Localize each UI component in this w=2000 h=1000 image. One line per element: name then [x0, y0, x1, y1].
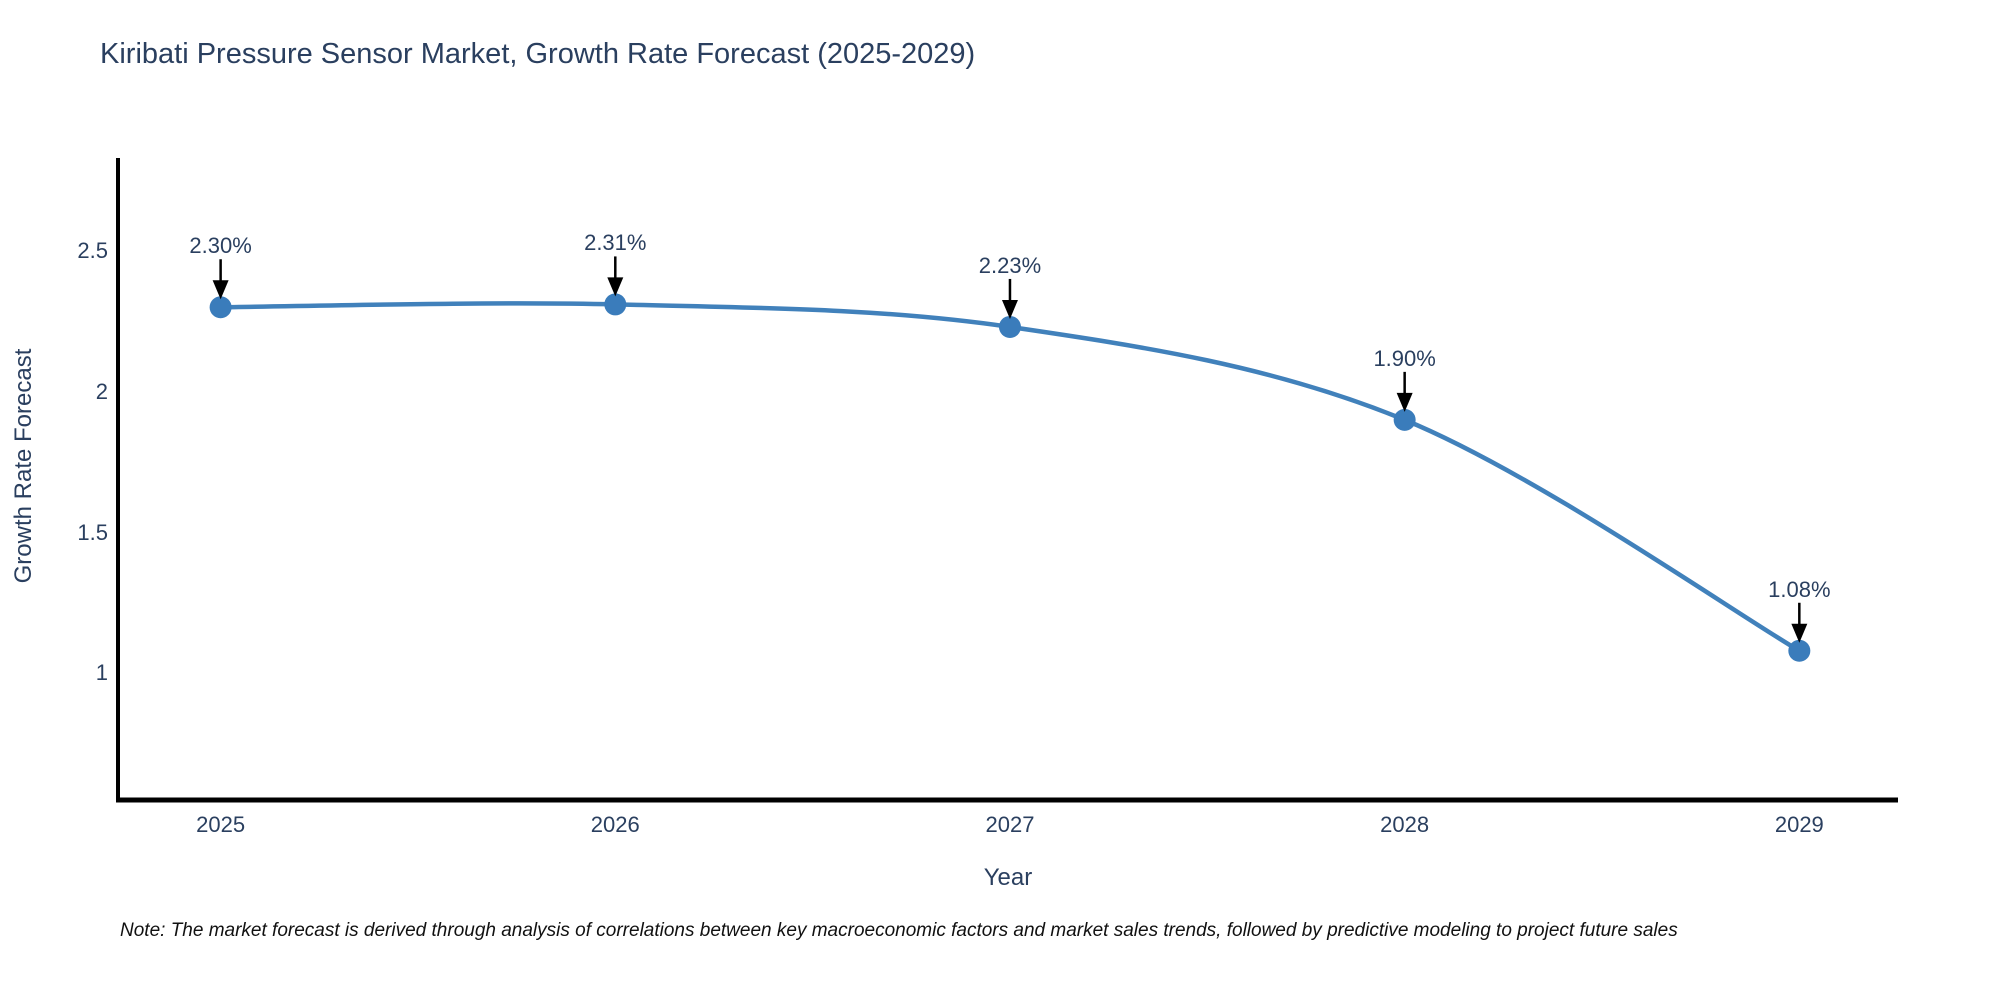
chart-title: Kiribati Pressure Sensor Market, Growth …	[100, 38, 976, 70]
data-point-label: 1.08%	[1768, 576, 1831, 602]
data-point-marker	[604, 293, 627, 316]
annotation-arrow-head	[1791, 623, 1808, 643]
y-tick-label: 2	[95, 378, 108, 404]
annotation-arrow-head	[212, 280, 229, 300]
y-tick-label: 1.5	[77, 519, 108, 545]
x-tick-label: 2028	[1380, 812, 1430, 837]
x-tick-label: 2026	[590, 812, 640, 837]
data-point-label: 2.30%	[189, 233, 252, 259]
data-point-marker	[1788, 639, 1811, 662]
annotation-arrow-head	[1001, 299, 1018, 319]
y-tick-label: 1	[95, 660, 108, 686]
x-axis-title: Year	[983, 864, 1033, 891]
forecast-line	[220, 301, 1801, 653]
data-point-label: 2.31%	[584, 230, 647, 256]
y-axis-title: Growth Rate Forecast	[10, 348, 37, 584]
annotation-arrow-head	[607, 277, 624, 297]
data-point-label: 1.90%	[1373, 345, 1436, 371]
x-tick-label: 2027	[985, 812, 1035, 837]
annotation-arrow-head	[1396, 392, 1413, 412]
data-point-label: 2.23%	[978, 252, 1042, 278]
x-tick-label: 2029	[1774, 812, 1824, 837]
data-point-marker	[209, 296, 232, 319]
data-point-marker	[1393, 408, 1416, 431]
data-point-marker	[998, 315, 1021, 338]
x-tick-label: 2025	[196, 812, 246, 837]
y-tick-label: 2.5	[77, 237, 108, 263]
footnote: Note: The market forecast is derived thr…	[120, 920, 1678, 941]
